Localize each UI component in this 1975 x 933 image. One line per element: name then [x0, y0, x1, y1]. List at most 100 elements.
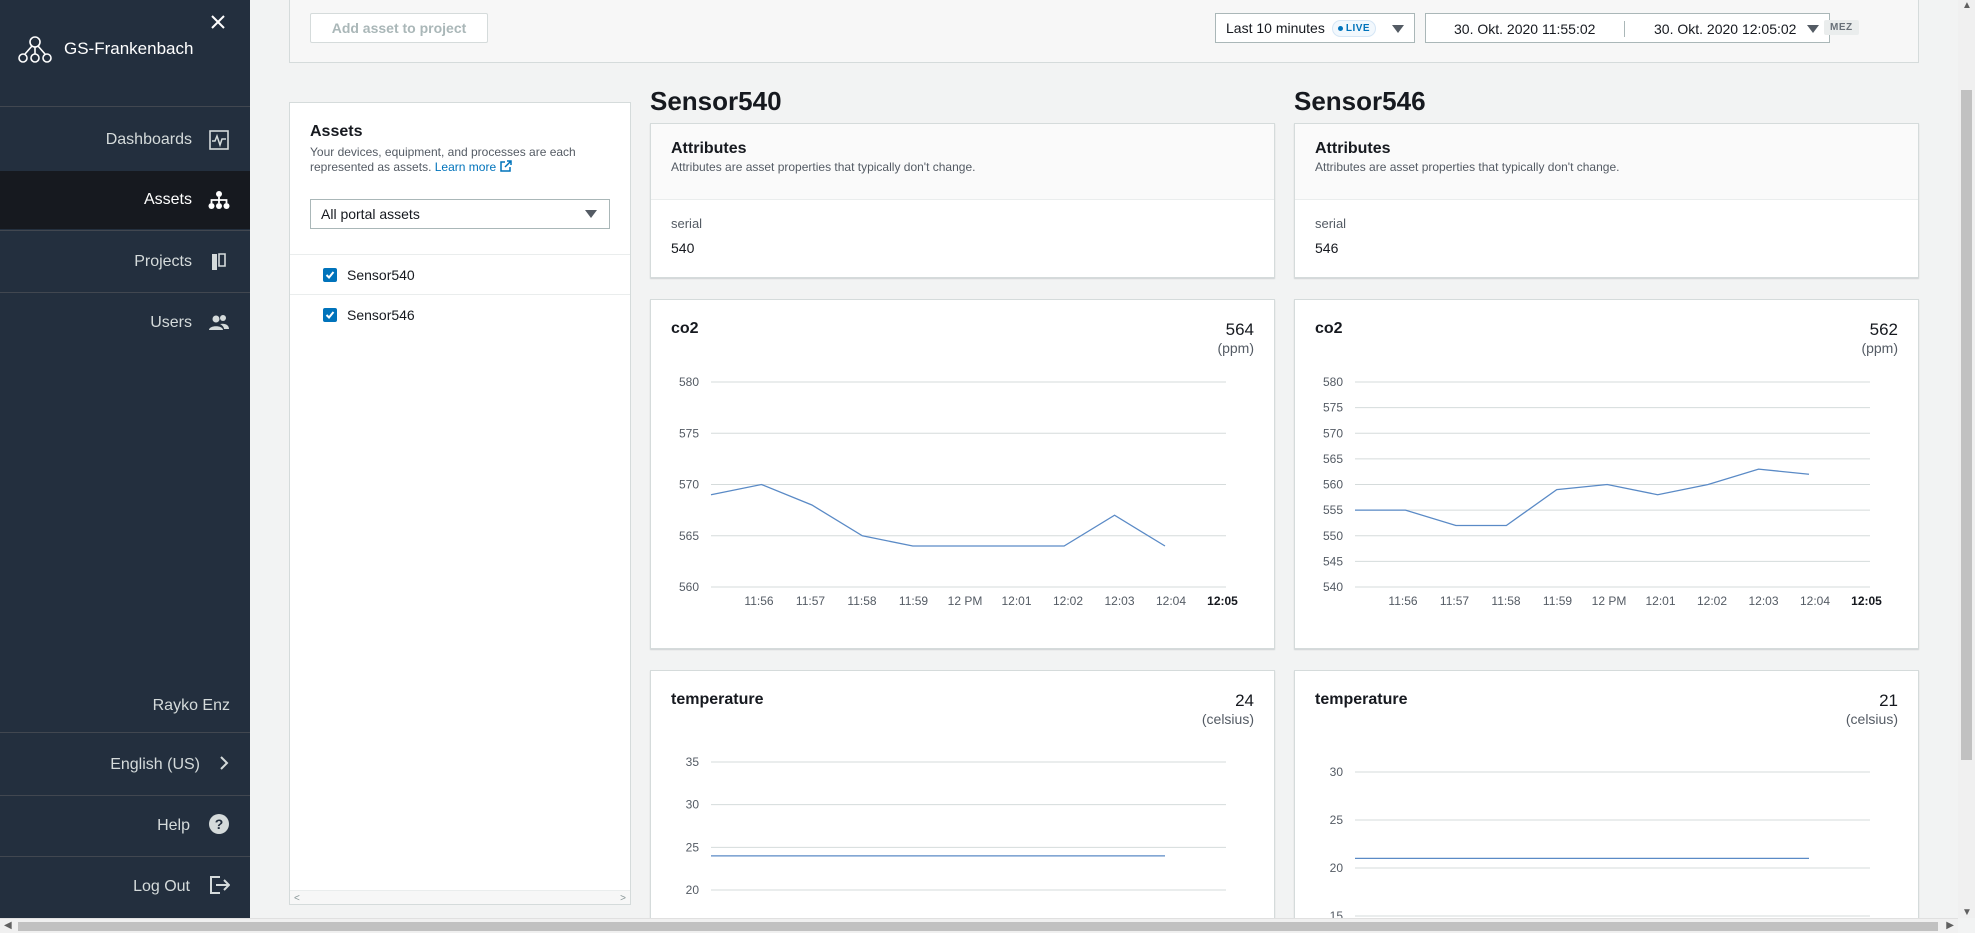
y-tick-label: 25 [686, 840, 700, 854]
checkbox-checked-icon[interactable] [323, 307, 337, 322]
asset-item[interactable]: Sensor546 [290, 294, 630, 334]
logout-link[interactable]: Log Out [0, 857, 250, 917]
x-tick-label: 11:57 [796, 594, 825, 608]
portal-brand[interactable]: GS-Frankenbach [16, 34, 193, 64]
divider [0, 732, 250, 733]
page-horizontal-scrollbar[interactable]: ◀ ▶ [0, 918, 1958, 933]
x-tick-label: 12:01 [1645, 594, 1675, 608]
scrollbar-thumb[interactable] [1961, 90, 1972, 760]
co2-chart-card: co2 564 (ppm) 560 565 570 575 580 11:56 11:57 1… [650, 299, 1275, 649]
time-range-select[interactable]: Last 10 minutes LIVE [1215, 13, 1415, 43]
chevron-right-icon [218, 755, 230, 776]
divider [1624, 21, 1625, 37]
nav-dashboards-label: Dashboards [105, 131, 192, 148]
x-tick-label: 11:56 [744, 594, 773, 608]
y-tick-label: 580 [1323, 375, 1343, 389]
close-icon[interactable] [208, 12, 228, 32]
y-tick-label: 25 [1330, 813, 1344, 827]
x-tick-label: 12:03 [1748, 594, 1778, 608]
nav-projects[interactable]: Projects [0, 233, 250, 291]
nav-projects-label: Projects [134, 253, 192, 270]
help-link[interactable]: Help ? [0, 796, 250, 856]
date-range-picker[interactable]: 30. Okt. 2020 11:55:02 30. Okt. 2020 12:… [1425, 13, 1859, 43]
temperature-chart-card: temperature 21 (celsius) 15 20 25 30 [1294, 670, 1920, 921]
panel-horizontal-scrollbar[interactable]: < > [290, 890, 630, 904]
checkbox-checked-icon[interactable] [323, 267, 337, 282]
attribute-value: 546 [1315, 240, 1339, 256]
language-selector[interactable]: English (US) [0, 735, 250, 795]
language-label: English (US) [110, 756, 200, 773]
y-tick-label: 35 [686, 755, 700, 769]
attributes-card: Attributes Attributes are asset properti… [650, 123, 1275, 278]
attribute-value: 540 [671, 240, 695, 256]
hierarchy-icon [208, 189, 230, 211]
nav-users[interactable]: Users [0, 294, 250, 352]
metric-unit: (celsius) [1201, 711, 1254, 727]
scroll-left-icon[interactable]: ◀ [4, 920, 12, 931]
x-tick-label: 11:59 [899, 594, 928, 608]
nav-dashboards[interactable]: Dashboards [0, 111, 250, 169]
attributes-description: Attributes are asset properties that typ… [671, 160, 976, 174]
scroll-up-icon[interactable]: ▲ [1962, 0, 1972, 11]
metric-latest-value: 21 [1879, 691, 1898, 710]
sensor-title: Sensor546 [1294, 86, 1426, 116]
x-tick-label: 12 PM [948, 594, 983, 608]
logout-icon [208, 874, 231, 901]
metric-unit: (ppm) [1861, 340, 1898, 356]
learn-more-link[interactable]: Learn more [435, 160, 512, 174]
scroll-right-icon[interactable]: ▶ [1946, 920, 1954, 931]
assets-description: Your devices, equipment, and processes a… [310, 145, 600, 175]
asset-filter-value: All portal assets [321, 206, 420, 222]
user-name: Rayko Enz [152, 697, 230, 714]
x-tick-label: 12:04 [1800, 594, 1830, 608]
dashboard-icon [208, 129, 230, 151]
metric-latest-value: 564 [1225, 320, 1254, 339]
y-tick-label: 30 [1330, 765, 1344, 779]
assets-panel: Assets Your devices, equipment, and proc… [289, 102, 631, 905]
page-vertical-scrollbar[interactable]: ▲ ▼ [1958, 0, 1975, 918]
timezone-badge: MEZ [1824, 20, 1859, 35]
scrollbar-thumb[interactable] [18, 922, 1938, 931]
x-tick-label: 12:01 [1001, 594, 1031, 608]
x-tick-label: 12:02 [1697, 594, 1727, 608]
live-dot-icon [1337, 25, 1343, 31]
attribute-key: serial [1315, 216, 1347, 231]
asset-filter-select[interactable]: All portal assets [310, 199, 610, 229]
y-tick-label: 570 [679, 478, 699, 492]
x-tick-label: 12:05 [1851, 594, 1882, 608]
metric-name: co2 [1315, 320, 1343, 337]
x-tick-label: 12:02 [1053, 594, 1083, 608]
nav-users-label: Users [150, 314, 192, 331]
logout-label: Log Out [133, 878, 190, 895]
add-asset-to-project-button[interactable]: Add asset to project [310, 13, 488, 43]
end-datetime[interactable]: 30. Okt. 2020 12:05:02 [1654, 21, 1797, 37]
attribute-key: serial [671, 216, 703, 231]
live-label: LIVE [1345, 22, 1371, 34]
x-tick-label: 12:03 [1104, 594, 1134, 608]
scroll-left-icon[interactable]: < [294, 893, 300, 904]
nav-assets[interactable]: Assets [0, 171, 250, 229]
metric-name: co2 [671, 320, 699, 337]
caret-down-icon [1807, 25, 1819, 33]
scroll-right-icon[interactable]: > [620, 893, 626, 904]
y-tick-label: 540 [1323, 580, 1343, 594]
metric-name: temperature [1315, 691, 1408, 708]
y-tick-label: 555 [1323, 503, 1343, 517]
divider [0, 856, 250, 857]
divider [0, 106, 250, 107]
scroll-down-icon[interactable]: ▼ [1962, 907, 1972, 918]
metric-name: temperature [671, 691, 764, 708]
users-icon [208, 312, 230, 334]
y-tick-label: 560 [1323, 478, 1343, 492]
temperature-chart-card: temperature 24 (celsius) 20 25 30 35 [650, 670, 1275, 920]
attributes-description: Attributes are asset properties that typ… [1315, 160, 1620, 174]
start-datetime[interactable]: 30. Okt. 2020 11:55:02 [1454, 21, 1596, 37]
co2-line-chart[interactable]: 540 545 550 555 560 565 570 575 580 11:56 11:57 11:… [1295, 300, 1920, 650]
divider [0, 795, 250, 796]
attributes-title: Attributes [671, 140, 747, 157]
x-tick-label: 12:04 [1156, 594, 1186, 608]
co2-line-chart[interactable]: 560 565 570 575 580 11:56 11:57 11:58 11:59 12 PM… [651, 300, 1276, 650]
asset-item[interactable]: Sensor540 [290, 254, 630, 294]
temperature-line-chart[interactable]: 20 25 30 35 [651, 671, 1276, 921]
